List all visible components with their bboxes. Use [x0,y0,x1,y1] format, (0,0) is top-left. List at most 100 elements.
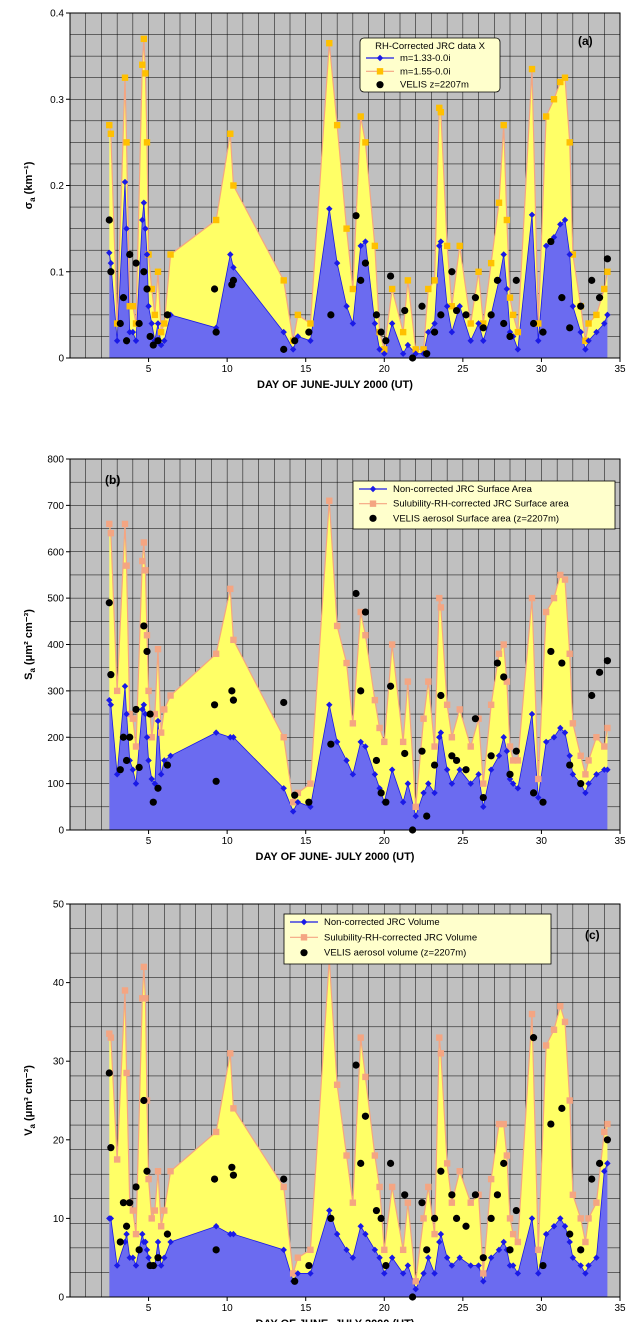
panel-c-yaxis-label-unit: (μm³ cm⁻³) [23,1065,35,1124]
panel-a-upper-point [123,139,130,146]
panel-c-lower-point [542,1230,550,1238]
panel-c-yaxis-label-sub: a [28,1124,37,1129]
panel-c-lower-point [333,1230,341,1238]
panel-b-upper-point [577,752,584,759]
panel-a-obs-point [140,268,148,276]
panel-c-upper-point [161,1207,168,1214]
panel-c-lower-point [420,1270,427,1277]
panel-b-obs-point [149,798,157,806]
panel-c-obs-point [122,1222,131,1230]
panel-c-lower-area [109,1163,608,1297]
panel-b-lower-point [604,766,611,773]
panel-c-obs-point [154,1254,162,1262]
panel-c-obs-point [377,1214,385,1222]
panel-a-obs-point [401,306,409,315]
panel-b-lower-point [139,706,146,713]
panel-b-ytick-label: 400 [47,640,64,651]
panel-c-lower-point [113,1262,121,1269]
panel-c-lower-point [566,1238,573,1246]
panel-b-lower-point [148,775,155,783]
panel-a-upper-point [139,61,146,68]
panel-c-lower-point [212,1223,220,1230]
panel-b-lower-point [566,752,573,759]
panel-b-lower-point [154,717,162,725]
panel-c-obs-point [327,1214,335,1222]
panel-c-upper-point [542,1042,550,1049]
panel-a-ytick-label: 0.1 [50,267,64,278]
panel-c-legend-marker [300,934,308,941]
panel-b-obs-point [135,763,143,771]
panel-c-obs-point [119,1199,128,1207]
panel-a-upper-point [487,259,495,267]
panel-b-legend-entry: Non-corrected JRC Surface Area [393,484,533,495]
panel-b-lower-point [157,771,165,778]
panel-a-upper-point [585,320,592,327]
panel-a-obs-point [539,328,547,336]
panel-c-upper-point [357,1034,364,1041]
panel-b-lower-point [487,766,495,773]
panel-b-lower-point [106,696,113,704]
panel-c-upper-point [399,1246,407,1254]
panel-a-lower-point [326,205,333,212]
panel-b-upper-point [349,720,357,727]
panel-a-upper-point [535,320,542,327]
panel-c-lower-point [495,1246,503,1254]
panel-a-yaxis-label-sub: a [28,197,37,202]
panel-c-lower-point [326,1207,333,1214]
panel-c-upper-point [509,1230,517,1238]
panel-c-upper-point [514,1238,522,1246]
panel-b-lower-point [326,701,333,708]
panel-a-xtick-label: 35 [614,364,626,375]
panel-c-upper-point [557,1002,564,1010]
panel-a-ytick-label: 0 [58,354,64,365]
panel-a-lower-point [399,350,407,357]
panel-a-legend-title: RH-Corrected JRC data X [375,41,485,52]
panel-b-upper-point [343,659,350,667]
panel-a-upper-point [542,113,550,120]
panel-a-lower-point [154,320,162,327]
panel-c-xaxis-label: DAY OF JUNE- JULY 2000 (UT) [256,1318,415,1322]
panel-c-obs-point [361,1112,370,1120]
panel-b-upper-point [404,678,412,685]
panel-a-lower-point [376,346,383,353]
panel-c-upper-point [307,1246,314,1254]
panel-c-frame [69,903,621,1298]
panel-c-lower-point [500,1238,507,1246]
panel-c-obs-point [132,1183,140,1191]
panel-c-obs-point [280,1175,288,1183]
panel-b-upper-point [132,743,140,750]
panel-a-obs-point [377,328,385,336]
panel-c-obs-point [357,1159,365,1167]
panel-a-obs-point [105,216,113,224]
panel-b-upper-point [123,562,130,569]
panel-b-upper-point [425,678,432,685]
panel-a-xtick-label: 5 [146,364,152,375]
panel-a-lower-point [132,337,140,344]
panel-c-obs-point [512,1206,520,1215]
panel-c-upper-point [569,1191,577,1199]
panel-c-upper-point [601,1128,608,1136]
panel-b-lower-point [362,743,369,750]
panel-c-upper-point [500,1120,507,1128]
panel-a-upper-point [129,303,137,310]
panel-b-lower-point [503,747,511,755]
panel-a-lower-point [227,251,234,258]
panel-b-lower-point [550,734,558,741]
panel-b-upper-point [506,743,514,750]
panel-a-upper-point [371,242,379,250]
panel-a-upper-point [140,35,148,43]
panel-c-lower-point [280,1246,287,1254]
panel-a-legend-entry: m=1.33-0.0i [400,53,450,64]
panel-a-upper-point [333,121,341,129]
panel-b-obs-point [382,798,390,806]
panel-b-lower-point [121,683,129,690]
panel-c-upper-point [362,1073,369,1081]
panel-b-lower-point [371,771,379,778]
panel-a-lower-point [129,328,137,336]
panel-b-obs-point [452,756,461,765]
panel-b-obs-point [448,752,456,760]
panel-c-upper-point [487,1175,495,1183]
panel-a-obs-point [500,319,508,328]
panel-c-lower-point [569,1254,577,1261]
panel-c-obs-point [228,1163,236,1171]
